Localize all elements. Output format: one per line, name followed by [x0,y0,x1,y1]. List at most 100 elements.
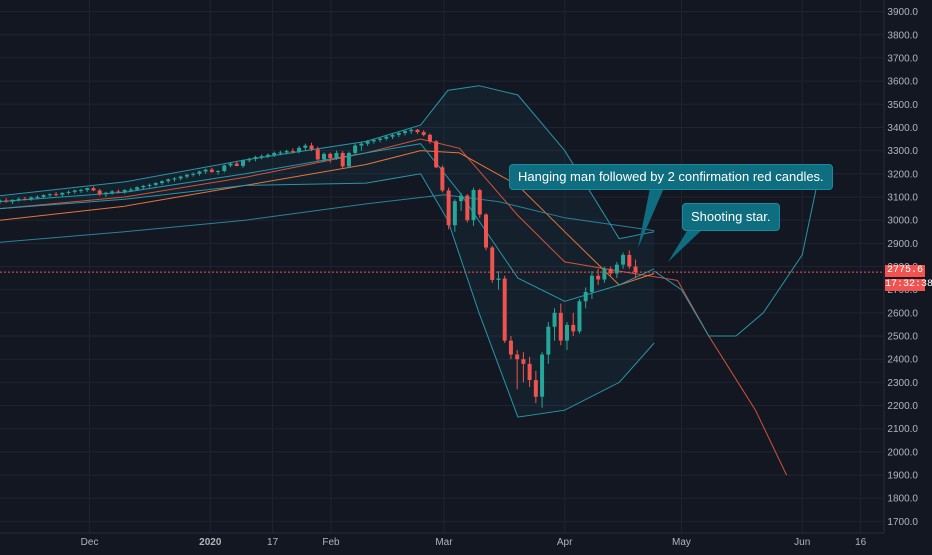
hanging-man-annotation[interactable]: Hanging man followed by 2 confirmation r… [509,164,833,190]
candle-body [346,152,351,167]
candle-body [378,138,383,140]
candle-body [328,153,333,159]
candle-body [116,191,121,193]
y-tick-label: 3700.0 [887,53,918,64]
x-tick-label: Jun [794,537,810,548]
x-tick-label: May [672,537,691,548]
candle-body [527,363,532,381]
candle-body [396,133,401,135]
candle-body [228,163,233,166]
y-tick-label: 2600.0 [887,308,918,319]
candle-body [589,275,594,292]
y-tick-label: 3200.0 [887,169,918,180]
y-tick-label: 2500.0 [887,332,918,343]
last-price-label: 2775.6 [885,265,925,277]
y-tick-label: 2400.0 [887,355,918,366]
candle-body [0,200,2,202]
candle-body [278,152,283,154]
candle-body [222,165,227,172]
candle-body [309,145,314,150]
candle-body [596,275,601,280]
candle-body [490,247,495,280]
series-line-ma-slow [0,194,655,243]
candle-body [160,181,165,184]
candle-body [253,157,258,159]
candle-body [465,195,470,221]
candle-body [184,174,189,177]
candle-body [35,196,40,198]
y-tick-label: 3100.0 [887,192,918,203]
candle-body [216,171,221,173]
candle-body [521,359,526,364]
candle-body [41,195,46,197]
candle-body [371,139,376,142]
x-tick-label: 16 [855,537,867,548]
candle-body [29,197,34,200]
series-line-projection [653,180,819,337]
x-tick-label: Feb [322,537,340,548]
candle-body [197,171,202,174]
candle-body [434,141,439,168]
candle-body [471,190,476,221]
candle-body [583,291,588,302]
y-tick-label: 2300.0 [887,378,918,389]
time-axis[interactable]: Dec 2020 17 Feb Mar Apr May Jun 16 [81,537,867,548]
candle-body [97,190,102,195]
y-tick-label: 3900.0 [887,7,918,18]
candle-body [79,190,84,192]
candle-body [110,191,115,193]
candle-body [47,194,52,196]
bollinger-band-fill [0,85,655,418]
candle-body [577,301,582,332]
x-tick-label: Mar [435,537,453,548]
shooting-star-annotation[interactable]: Shooting star. [682,203,780,231]
candle-body [10,199,15,202]
candle-body [122,190,127,192]
candle-body [16,198,21,200]
candle-body [135,187,140,190]
candles [0,128,638,408]
y-tick-label: 3600.0 [887,77,918,88]
candle-body [421,132,426,135]
candle-body [72,190,77,192]
candle-body [153,183,158,185]
candle-body [359,143,364,146]
candle-body [85,188,90,191]
candle-body [303,145,308,148]
y-tick-label: 1800.0 [887,494,918,505]
candle-body [452,201,457,226]
candle-body [4,200,9,202]
candle-body [384,136,389,139]
candle-body [403,131,408,134]
band-fill [0,85,655,418]
candle-body [409,129,414,132]
candle-body [191,173,196,175]
candle-body [415,129,420,133]
candle-body [614,264,619,274]
y-tick-label: 1900.0 [887,471,918,482]
candle-body [565,324,570,341]
candle-body [621,254,626,265]
x-tick-label: Apr [557,537,573,548]
candle-body [353,145,358,153]
candle-body [297,147,302,152]
candle-body [546,326,551,355]
candle-body [259,156,264,158]
candle-body [22,198,27,200]
x-tick-label: 17 [267,537,279,548]
candle-body [91,188,96,191]
candle-body [247,158,252,161]
candle-body [633,266,638,273]
candle-body [234,163,239,166]
candle-body [459,195,464,202]
y-tick-label: 2200.0 [887,401,918,412]
candle-body [203,169,208,172]
y-tick-label: 1700.0 [887,517,918,528]
callout-pointers [638,188,706,262]
candle-body [178,176,183,179]
candle-body [284,151,289,153]
candle-body [272,152,277,155]
candle-body [334,152,339,159]
